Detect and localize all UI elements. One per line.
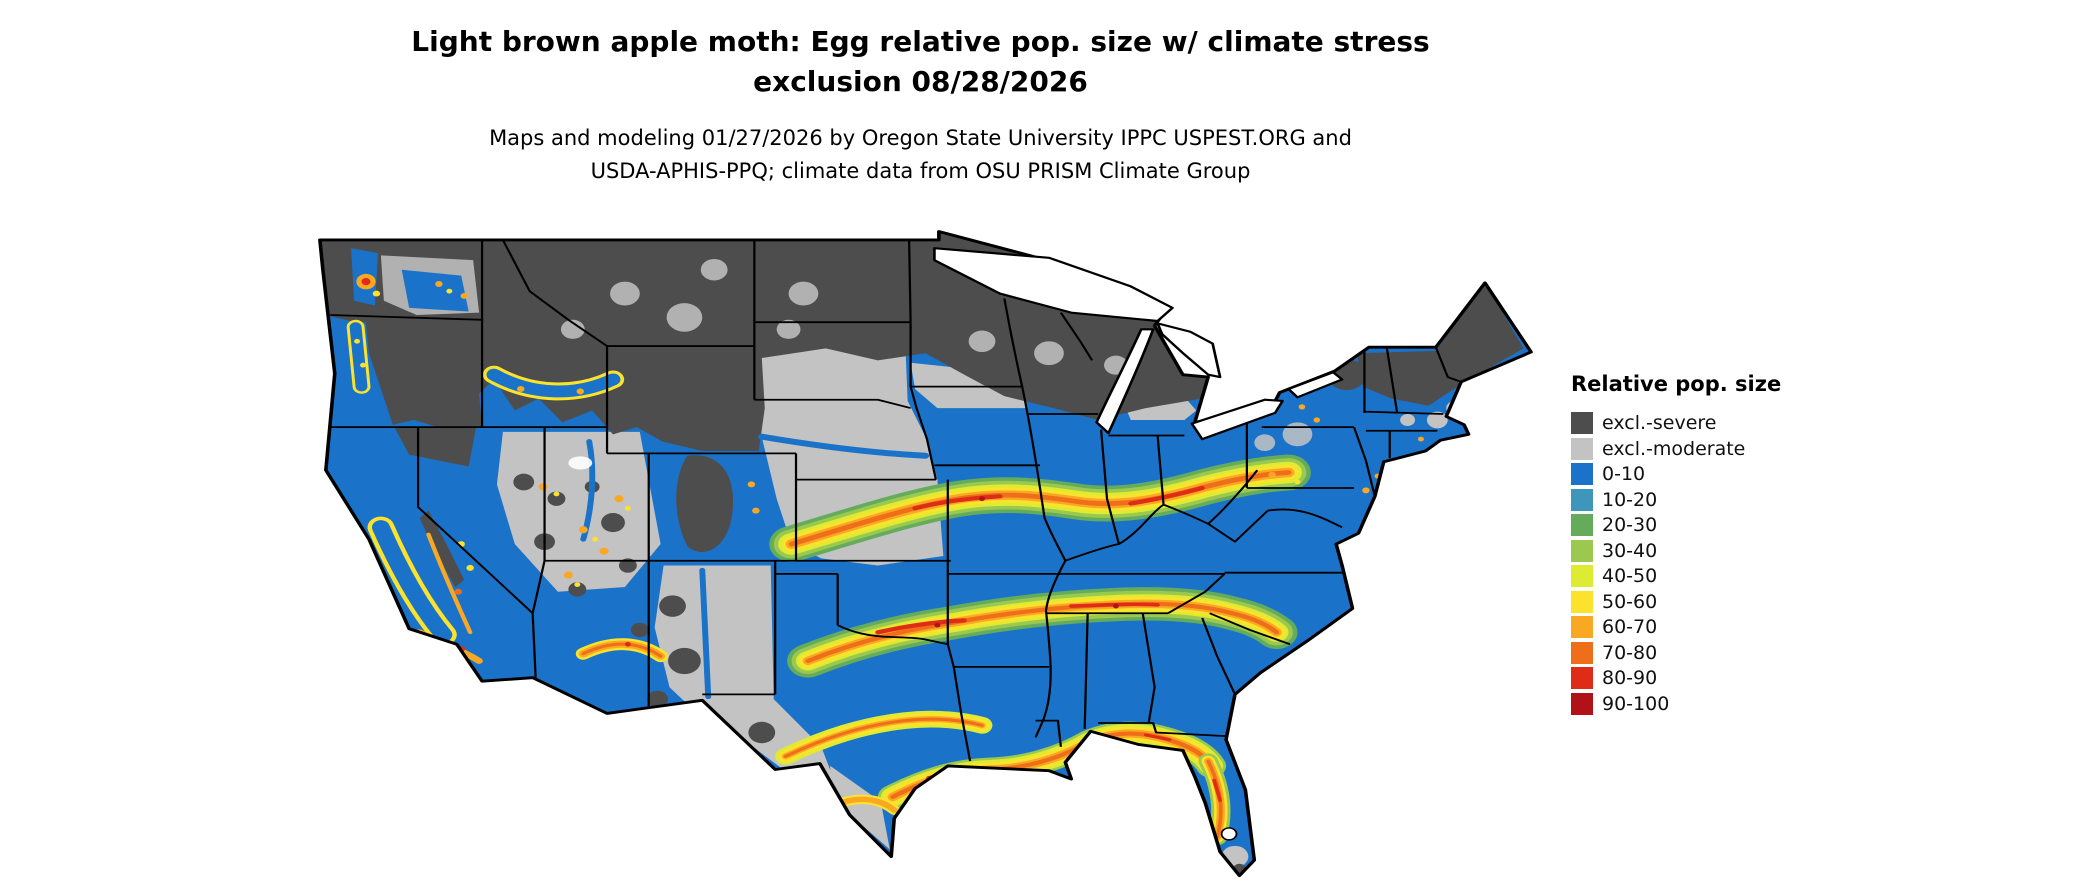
legend-item-excl.-severe: excl.-severe [1571, 412, 1891, 434]
legend-swatch [1571, 463, 1593, 485]
page-title: Light brown apple moth: Egg relative pop… [0, 22, 1841, 102]
legend-item-excl.-moderate: excl.-moderate [1571, 437, 1891, 460]
legend: Relative pop. size excl.-severe excl.-mod… [1571, 372, 1891, 718]
legend-item-40-50: 40-50 [1571, 565, 1891, 587]
legend-swatch [1571, 692, 1593, 715]
legend-label: 50-60 [1602, 590, 1658, 613]
page-subtitle-line2: USDA-APHIS-PPQ; climate data from OSU PR… [590, 159, 1251, 183]
legend-swatch [1571, 641, 1593, 664]
legend-swatch [1571, 412, 1593, 434]
legend-item-10-20: 10-20 [1571, 488, 1891, 511]
legend-title: Relative pop. size [1571, 372, 1782, 396]
page-subtitle-line1: Maps and modeling 01/27/2026 by Oregon S… [489, 126, 1352, 150]
legend-label: 80-90 [1602, 667, 1658, 689]
legend-item-80-90: 80-90 [1571, 667, 1891, 689]
legend-label: excl.-moderate [1602, 437, 1746, 460]
page-subtitle: Maps and modeling 01/27/2026 by Oregon S… [0, 122, 1841, 188]
legend-swatch [1571, 539, 1593, 562]
legend-item-0-10: 0-10 [1571, 463, 1891, 485]
legend-swatch [1571, 616, 1593, 638]
legend-swatch [1571, 565, 1593, 587]
legend-item-50-60: 50-60 [1571, 590, 1891, 613]
legend-label: 40-50 [1602, 565, 1658, 587]
legend-item-30-40: 30-40 [1571, 539, 1891, 562]
legend-swatch [1571, 667, 1593, 689]
us-map [318, 230, 1533, 878]
page-title-line2: exclusion 08/28/2026 [753, 65, 1088, 98]
legend-swatch [1571, 437, 1593, 460]
legend-swatch [1571, 488, 1593, 511]
legend-label: 60-70 [1602, 616, 1658, 638]
legend-swatch [1571, 514, 1593, 536]
legend-swatch [1571, 590, 1593, 613]
legend-label: 30-40 [1602, 539, 1658, 562]
page-title-line1: Light brown apple moth: Egg relative pop… [411, 25, 1430, 58]
legend-item-90-100: 90-100 [1571, 692, 1891, 715]
legend-label: 10-20 [1602, 488, 1658, 511]
legend-item-70-80: 70-80 [1571, 641, 1891, 664]
legend-label: 20-30 [1602, 514, 1658, 536]
legend-item-20-30: 20-30 [1571, 514, 1891, 536]
legend-label: 90-100 [1602, 692, 1670, 715]
legend-label: excl.-severe [1602, 412, 1717, 434]
legend-item-60-70: 60-70 [1571, 616, 1891, 638]
legend-label: 70-80 [1602, 641, 1658, 664]
legend-items: excl.-severe excl.-moderate 0-10 10-20 20-30… [1571, 412, 1891, 715]
legend-label: 0-10 [1602, 463, 1646, 485]
